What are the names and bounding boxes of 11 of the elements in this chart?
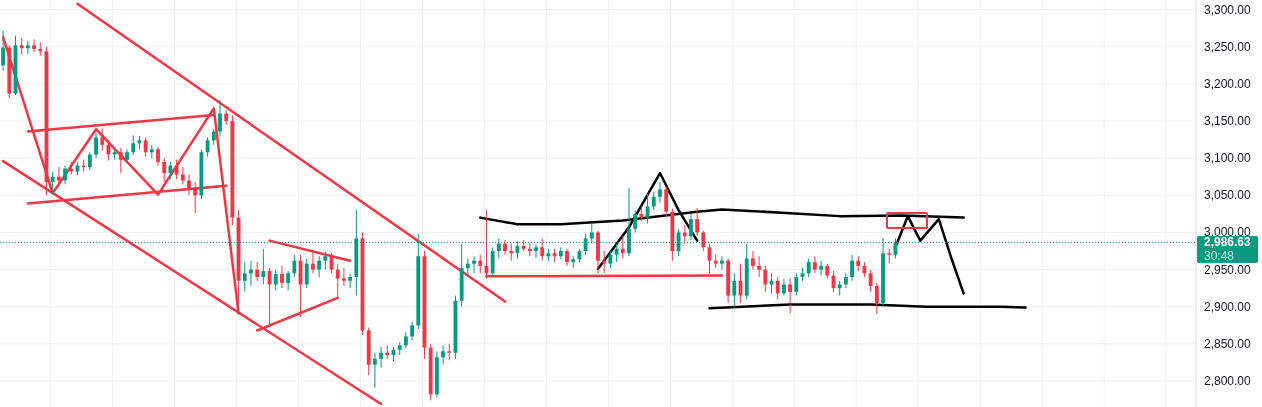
y-tick-label: 3,100.00: [1204, 151, 1252, 166]
y-tick-label: 2,950.00: [1204, 262, 1252, 277]
y-tick-label: 2,900.00: [1204, 299, 1252, 314]
y-tick-label: 2,800.00: [1204, 374, 1252, 389]
y-tick-label: 3,300.00: [1204, 2, 1252, 17]
y-tick-label: 3,050.00: [1204, 188, 1252, 203]
text: 30:48: [1204, 248, 1235, 263]
y-tick-label: 3,150.00: [1204, 114, 1252, 129]
y-tick-label: 3,250.00: [1204, 39, 1252, 54]
y-tick-label: 3,200.00: [1204, 76, 1252, 91]
y-tick-label: 2,850.00: [1204, 336, 1252, 351]
